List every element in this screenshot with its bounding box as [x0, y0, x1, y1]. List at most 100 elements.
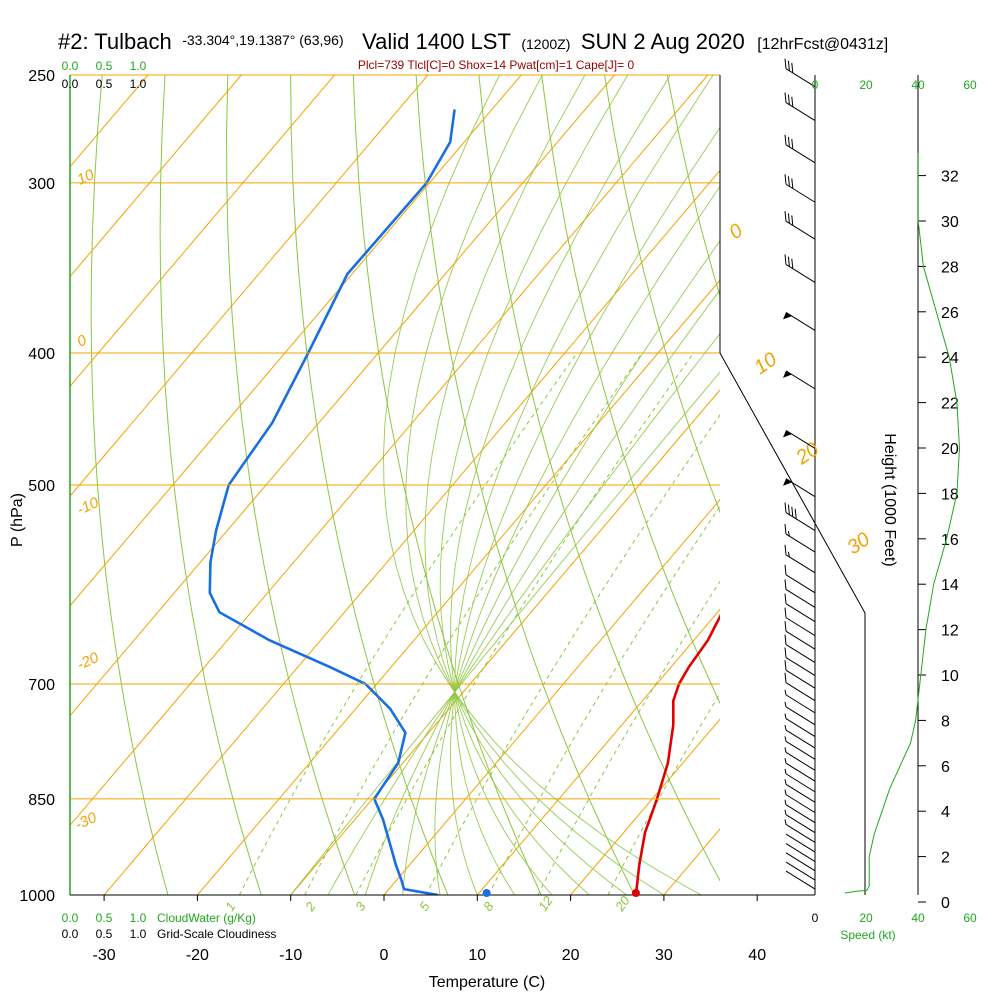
wind-barb [784, 647, 816, 676]
wind-barb-half [784, 758, 787, 764]
height-tick-label: 18 [941, 486, 959, 503]
wind-barb-half [784, 819, 787, 825]
chart-title: #2: Tulbach -33.304°,19.1387° (63,96) Va… [58, 29, 888, 54]
x-tick-label: 10 [468, 947, 486, 964]
mixing-ratio-label: 2 [302, 899, 319, 915]
wind-barb [784, 621, 816, 650]
top-speed-tick: 20 [859, 78, 873, 92]
wind-barb-pennant [783, 478, 792, 486]
isotherm-line [851, 75, 1000, 895]
wind-barb [784, 736, 816, 760]
top-cloudwater-tick: 0.5 [96, 59, 113, 73]
height-tick-label: 20 [941, 441, 959, 458]
wind-barb-full [784, 58, 787, 69]
height-tick-label: 8 [941, 713, 950, 730]
wind-barb-full [784, 523, 787, 535]
wind-barb [784, 564, 816, 594]
bottom-cloudwater-tick: 0.0 [62, 911, 79, 925]
dry-adiabat-line [159, 75, 262, 895]
x-tick-label: -20 [186, 947, 209, 964]
wind-barb-staff [785, 644, 816, 663]
isotherm-line [70, 75, 242, 895]
pressure-tick-label: 300 [28, 176, 55, 193]
wind-barb-full [784, 621, 787, 632]
isotherm-label: -10 [75, 494, 102, 519]
wind-barb-half [784, 713, 787, 719]
temperature-line [634, 613, 720, 895]
mixing-ratio-label: 5 [416, 899, 433, 914]
wind-barb [784, 713, 816, 737]
wind-barb-staff [785, 682, 816, 702]
wind-barb [784, 672, 816, 702]
valid-time: Valid 1400 LST [362, 29, 511, 54]
isotherm-label: -30 [73, 809, 100, 834]
wind-barb-half [784, 701, 787, 707]
wind-barb-staff [785, 657, 816, 676]
dry-adiabat-line [415, 75, 635, 895]
isotherm-label: 10 [75, 166, 98, 189]
wind-barb-staff [785, 144, 816, 164]
mixing-ratio-label: 8 [480, 899, 497, 914]
parameters-line: Plcl=739 Tlcl[C]=0 Shox=14 Pwat[cm]=1 Ca… [358, 58, 635, 72]
wind-barb-full [787, 94, 790, 105]
wind-barb-staff [785, 533, 816, 553]
dry-adiabat-line [856, 75, 1000, 895]
wind-barb [784, 523, 816, 553]
wind-barb-full [784, 593, 787, 604]
wind-barb-staff [785, 794, 816, 814]
wind-barb [784, 593, 816, 623]
wind-barb [784, 134, 816, 164]
wind-barb [784, 254, 816, 283]
wind-barb-full [787, 256, 790, 267]
height-speed-panel: 0 0 20 20 40 40 60 60 Speed (kt) 0 2 4 6 8 10 12 14 16 18 2… [812, 78, 977, 942]
dry-adiabat-line [918, 75, 1000, 895]
wind-barb-staff [785, 694, 816, 714]
moist-adiabat-line [424, 75, 627, 895]
isotherm-line [476, 75, 720, 895]
wind-barb [784, 789, 816, 814]
wind-barb-staff [785, 574, 816, 594]
isotherm-label: 10 [750, 348, 781, 379]
wind-barb-staff [785, 220, 816, 240]
wind-barb-staff [785, 630, 816, 650]
height-tick-label: 28 [941, 259, 959, 276]
wind-barb-staff [785, 762, 816, 782]
height-axis-label: Height (1000 Feet) [881, 433, 898, 566]
dry-adiabat-line [352, 75, 542, 895]
speed-profile-line [844, 152, 961, 894]
bottom-speed-tick: 60 [963, 911, 977, 925]
wind-barb-staff [785, 554, 816, 574]
wind-barb-full [784, 660, 787, 671]
isotherm-line [70, 75, 335, 895]
wind-barb [784, 634, 816, 663]
moist-adiabat-line [405, 75, 665, 895]
moist-adiabat-line [439, 75, 629, 895]
wind-barb-full [784, 672, 787, 683]
wind-barb-staff [785, 852, 816, 872]
wind-barb [784, 92, 816, 121]
wind-barb-full [784, 579, 787, 590]
zulu-time: (1200Z) [521, 36, 570, 52]
wind-barb-staff [785, 740, 816, 760]
x-axis-label: Temperature (C) [429, 974, 545, 991]
pressure-tick-label: 400 [28, 346, 55, 363]
profile-lines [208, 109, 720, 895]
tropopause-boundary [719, 352, 866, 895]
wind-barb [785, 861, 816, 881]
station-coords: -33.304°,19.1387° (63,96) [182, 32, 343, 48]
bottom-cloudiness-tick: 1.0 [130, 927, 147, 941]
wind-barb-staff [785, 773, 816, 793]
wind-barb-full [791, 178, 794, 189]
wind-barb-full [787, 176, 790, 187]
mixing-ratio-label: 20 [612, 893, 634, 915]
bottom-cloudiness-tick: 0.5 [96, 927, 113, 941]
forecast-run: [12hrFcst@0431z] [757, 36, 888, 53]
dry-adiabat-line [478, 75, 720, 895]
wind-barb-staff [785, 783, 816, 803]
wind-barb-half [787, 531, 790, 537]
wind-barb-full [784, 254, 787, 265]
bottom-speed-tick: 40 [911, 911, 925, 925]
wind-barb-full [791, 62, 794, 73]
dry-adiabat-line [226, 75, 356, 895]
wind-barb [783, 370, 816, 390]
